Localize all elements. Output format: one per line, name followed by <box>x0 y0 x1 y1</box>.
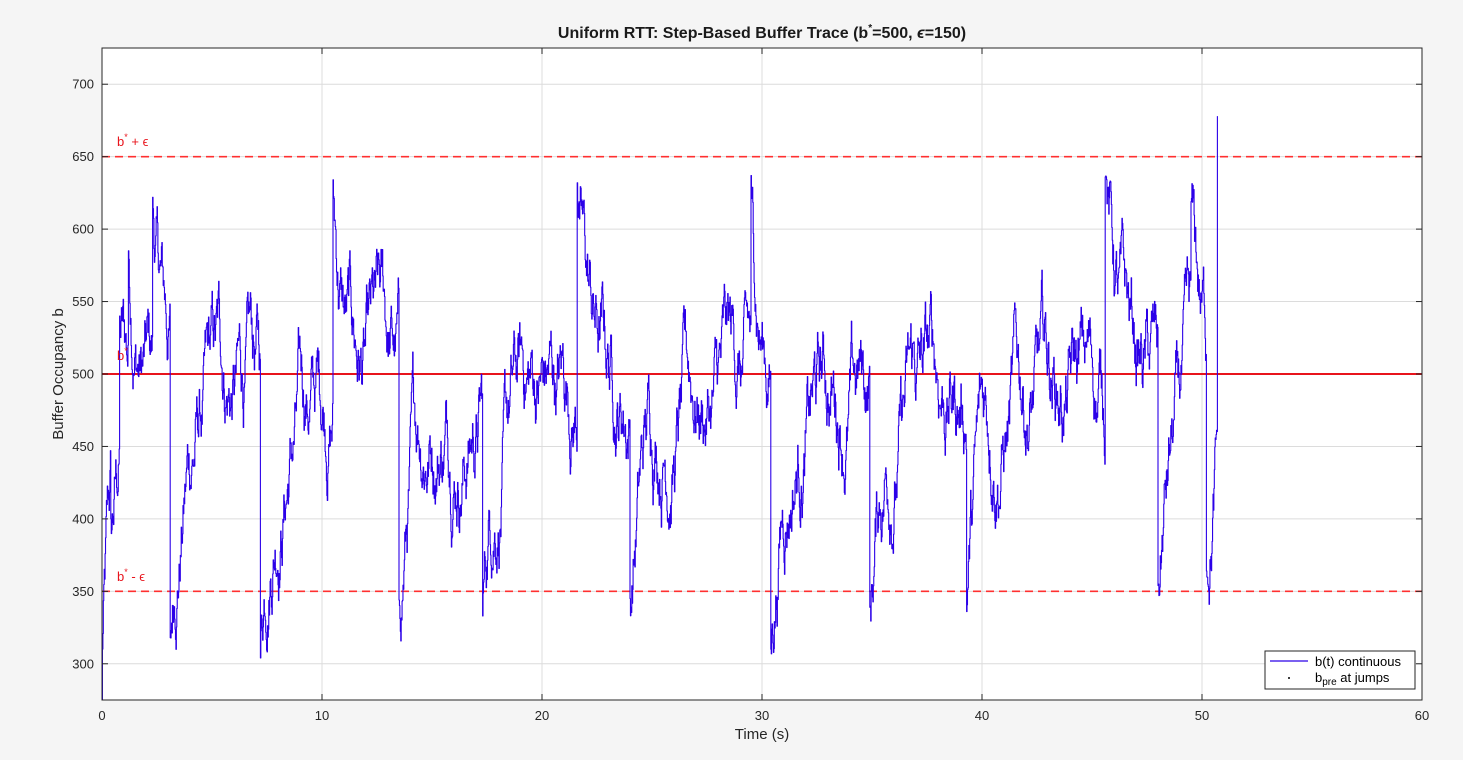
chart-title: Uniform RTT: Step-Based Buffer Trace (b*… <box>558 23 966 42</box>
axis-ticks <box>101 48 1423 700</box>
x-tick-label: 60 <box>1415 708 1429 723</box>
y-tick-label: 350 <box>72 584 94 599</box>
x-tick-label: 0 <box>98 708 105 723</box>
y-tick-label: 300 <box>72 656 94 671</box>
y-tick-label: 600 <box>72 222 94 237</box>
ref-label-target: b* <box>117 346 128 363</box>
y-tick-label: 400 <box>72 511 94 526</box>
x-tick-label: 10 <box>315 708 329 723</box>
reference-lines <box>102 155 1422 593</box>
legend-box <box>1264 650 1416 690</box>
ref-label-lower: b* - ϵ <box>117 567 145 584</box>
y-tick-label: 450 <box>72 439 94 454</box>
legend: b(t) continuous bpre at jumps <box>1264 650 1416 690</box>
y-axis-label: Buffer Occupancy b <box>50 308 67 439</box>
y-tick-label: 650 <box>72 149 94 164</box>
y-tick-label: 550 <box>72 294 94 309</box>
x-axis-label: Time (s) <box>735 726 789 743</box>
reference-labels: b* + ϵ b* b* - ϵ <box>117 132 149 584</box>
series-group <box>101 116 1218 701</box>
legend-swatch-dot <box>1288 677 1290 679</box>
series-line-b-continuous <box>101 116 1218 701</box>
x-tick-label: 30 <box>755 708 769 723</box>
y-tick-labels: 300 350 400 450 500 550 600 650 700 <box>72 77 94 672</box>
legend-entry-jumps: bpre at jumps <box>1315 670 1390 688</box>
x-tick-label: 20 <box>535 708 549 723</box>
y-tick-label: 500 <box>72 367 94 382</box>
y-tick-label: 700 <box>72 77 94 92</box>
x-tick-label: 50 <box>1195 708 1209 723</box>
x-tick-labels: 0 10 20 30 40 50 60 <box>98 708 1429 723</box>
x-tick-label: 40 <box>975 708 989 723</box>
ref-label-upper: b* + ϵ <box>117 132 149 149</box>
legend-entry-continuous: b(t) continuous <box>1315 654 1401 669</box>
